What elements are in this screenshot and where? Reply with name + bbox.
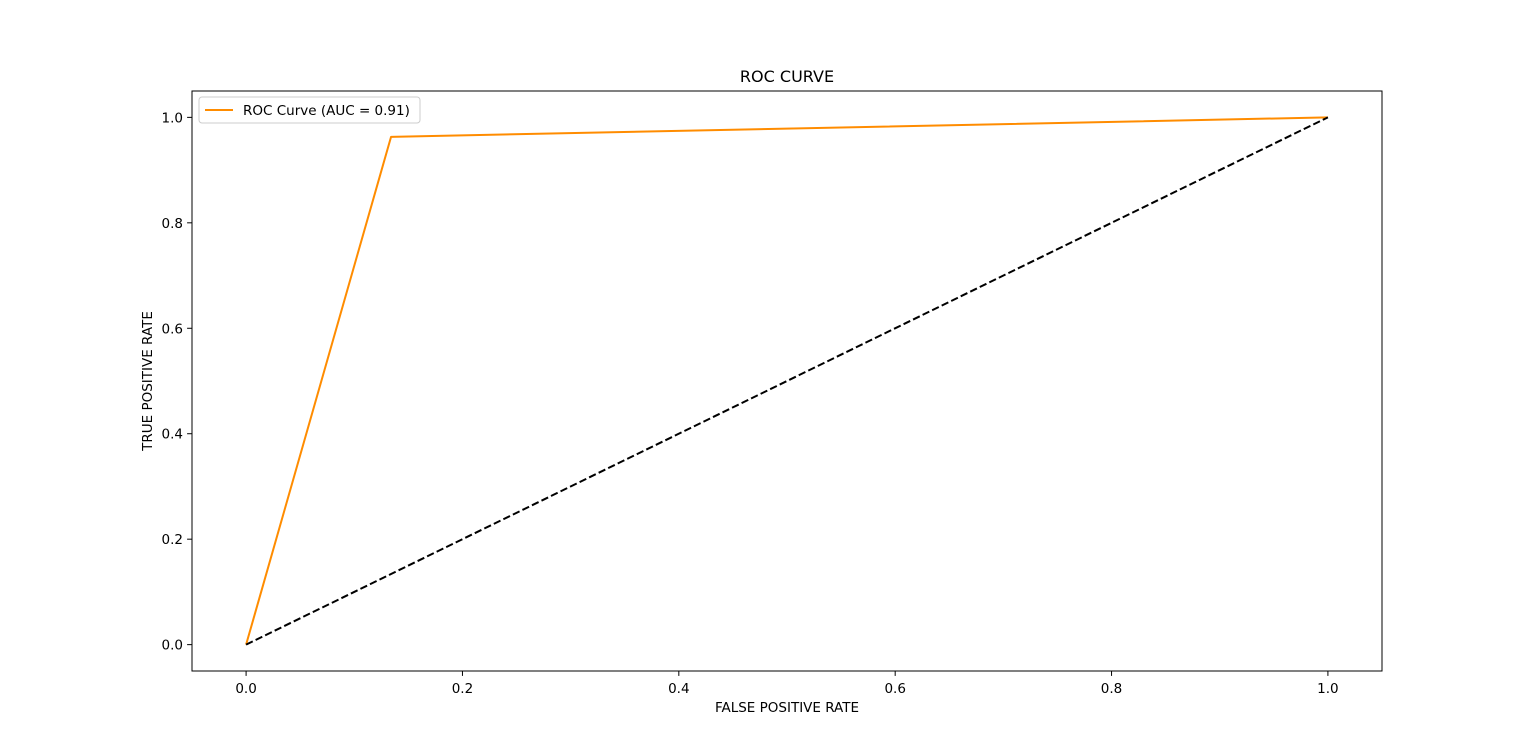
x-tick-label: 0.0 bbox=[235, 681, 256, 697]
y-tick-label: 0.8 bbox=[162, 216, 183, 232]
x-tick-label: 1.0 bbox=[1317, 681, 1338, 697]
y-tick-label: 0.6 bbox=[162, 321, 183, 337]
legend-box bbox=[198, 96, 421, 124]
axes-frame bbox=[191, 90, 1383, 672]
legend: ROC Curve (AUC = 0.91) bbox=[198, 96, 421, 124]
x-tick-label: 0.4 bbox=[668, 681, 689, 697]
x-axis-ticks: 0.0 0.2 0.4 0.6 0.8 1.0 bbox=[235, 671, 1339, 697]
y-tick-label: 0.2 bbox=[162, 532, 183, 548]
plot-area bbox=[191, 90, 1383, 672]
y-tick-label: 0.0 bbox=[162, 638, 183, 654]
y-tick-label: 0.4 bbox=[162, 427, 183, 443]
y-axis-ticks: 0.0 0.2 0.4 0.6 0.8 1.0 bbox=[162, 110, 192, 654]
x-axis-label: FALSE POSITIVE RATE bbox=[715, 700, 859, 716]
y-axis-label: TRUE POSITIVE RATE bbox=[140, 311, 156, 452]
diagonal-reference-line bbox=[245, 116, 1329, 646]
x-tick-label: 0.8 bbox=[1101, 681, 1122, 697]
legend-label: ROC Curve (AUC = 0.91) bbox=[243, 103, 410, 119]
x-tick-label: 0.2 bbox=[452, 681, 473, 697]
y-tick-label: 1.0 bbox=[162, 110, 183, 126]
x-tick-label: 0.6 bbox=[884, 681, 905, 697]
chart-title: ROC CURVE bbox=[740, 67, 834, 86]
roc-curve-line bbox=[245, 116, 1328, 645]
